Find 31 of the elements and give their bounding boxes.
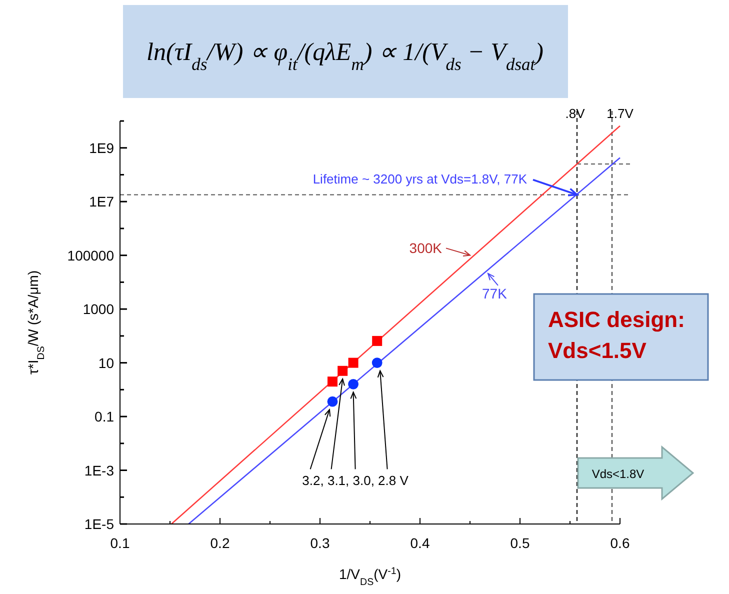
x-tick-label: 0.5 [510, 535, 530, 551]
point [372, 336, 382, 346]
point [348, 358, 358, 368]
annotation: Vds<1.8V [592, 467, 644, 481]
ref-line-label: 1.7V [606, 106, 634, 121]
point [372, 358, 382, 368]
point [348, 378, 358, 390]
series-label: 77K [482, 285, 508, 302]
x-tick-label: 0.3 [310, 535, 330, 551]
point [328, 376, 338, 387]
y-tick-label: 0.1 [94, 408, 114, 425]
x-tick-label: 0.1 [110, 535, 130, 551]
x-tick-label: 0.4 [410, 535, 430, 551]
y-tick-label: 1000 [82, 301, 114, 318]
annotation: Lifetime ~ 3200 yrs at Vds=1.8V, 77K [312, 172, 528, 187]
y-tick-label: 1E9 [89, 140, 114, 156]
chart-title: ln(τI$_{ds}$/W) ∝ φ$_{it}$/(qλE$_{m}$) ∝ 1/(V$_{ds}$ − V$_{dsat}$) [146, 39, 544, 74]
y-tick-label: 10 [98, 354, 114, 371]
point [338, 366, 348, 376]
y-tick-label: 1E-3 [84, 462, 114, 478]
y-tick-label: 100000 [67, 247, 114, 264]
y-tick-label: 1E-5 [84, 516, 114, 532]
x-tick-label: 0.6 [610, 535, 630, 551]
annotation: 3.2, 3.1, 3.0, 2.8 V [302, 473, 409, 488]
x-axis-title: 1/V$_{DS}$(V$^{-1}$) [338, 566, 402, 588]
point [327, 396, 338, 407]
x-tick-label: 0.2 [210, 535, 230, 551]
y-tick-label: 1E7 [89, 194, 114, 210]
series-label: 300K [409, 240, 443, 256]
annotation: ASIC design: Vds<1.5V [548, 307, 685, 363]
ref-line-label: .8V [565, 106, 586, 121]
